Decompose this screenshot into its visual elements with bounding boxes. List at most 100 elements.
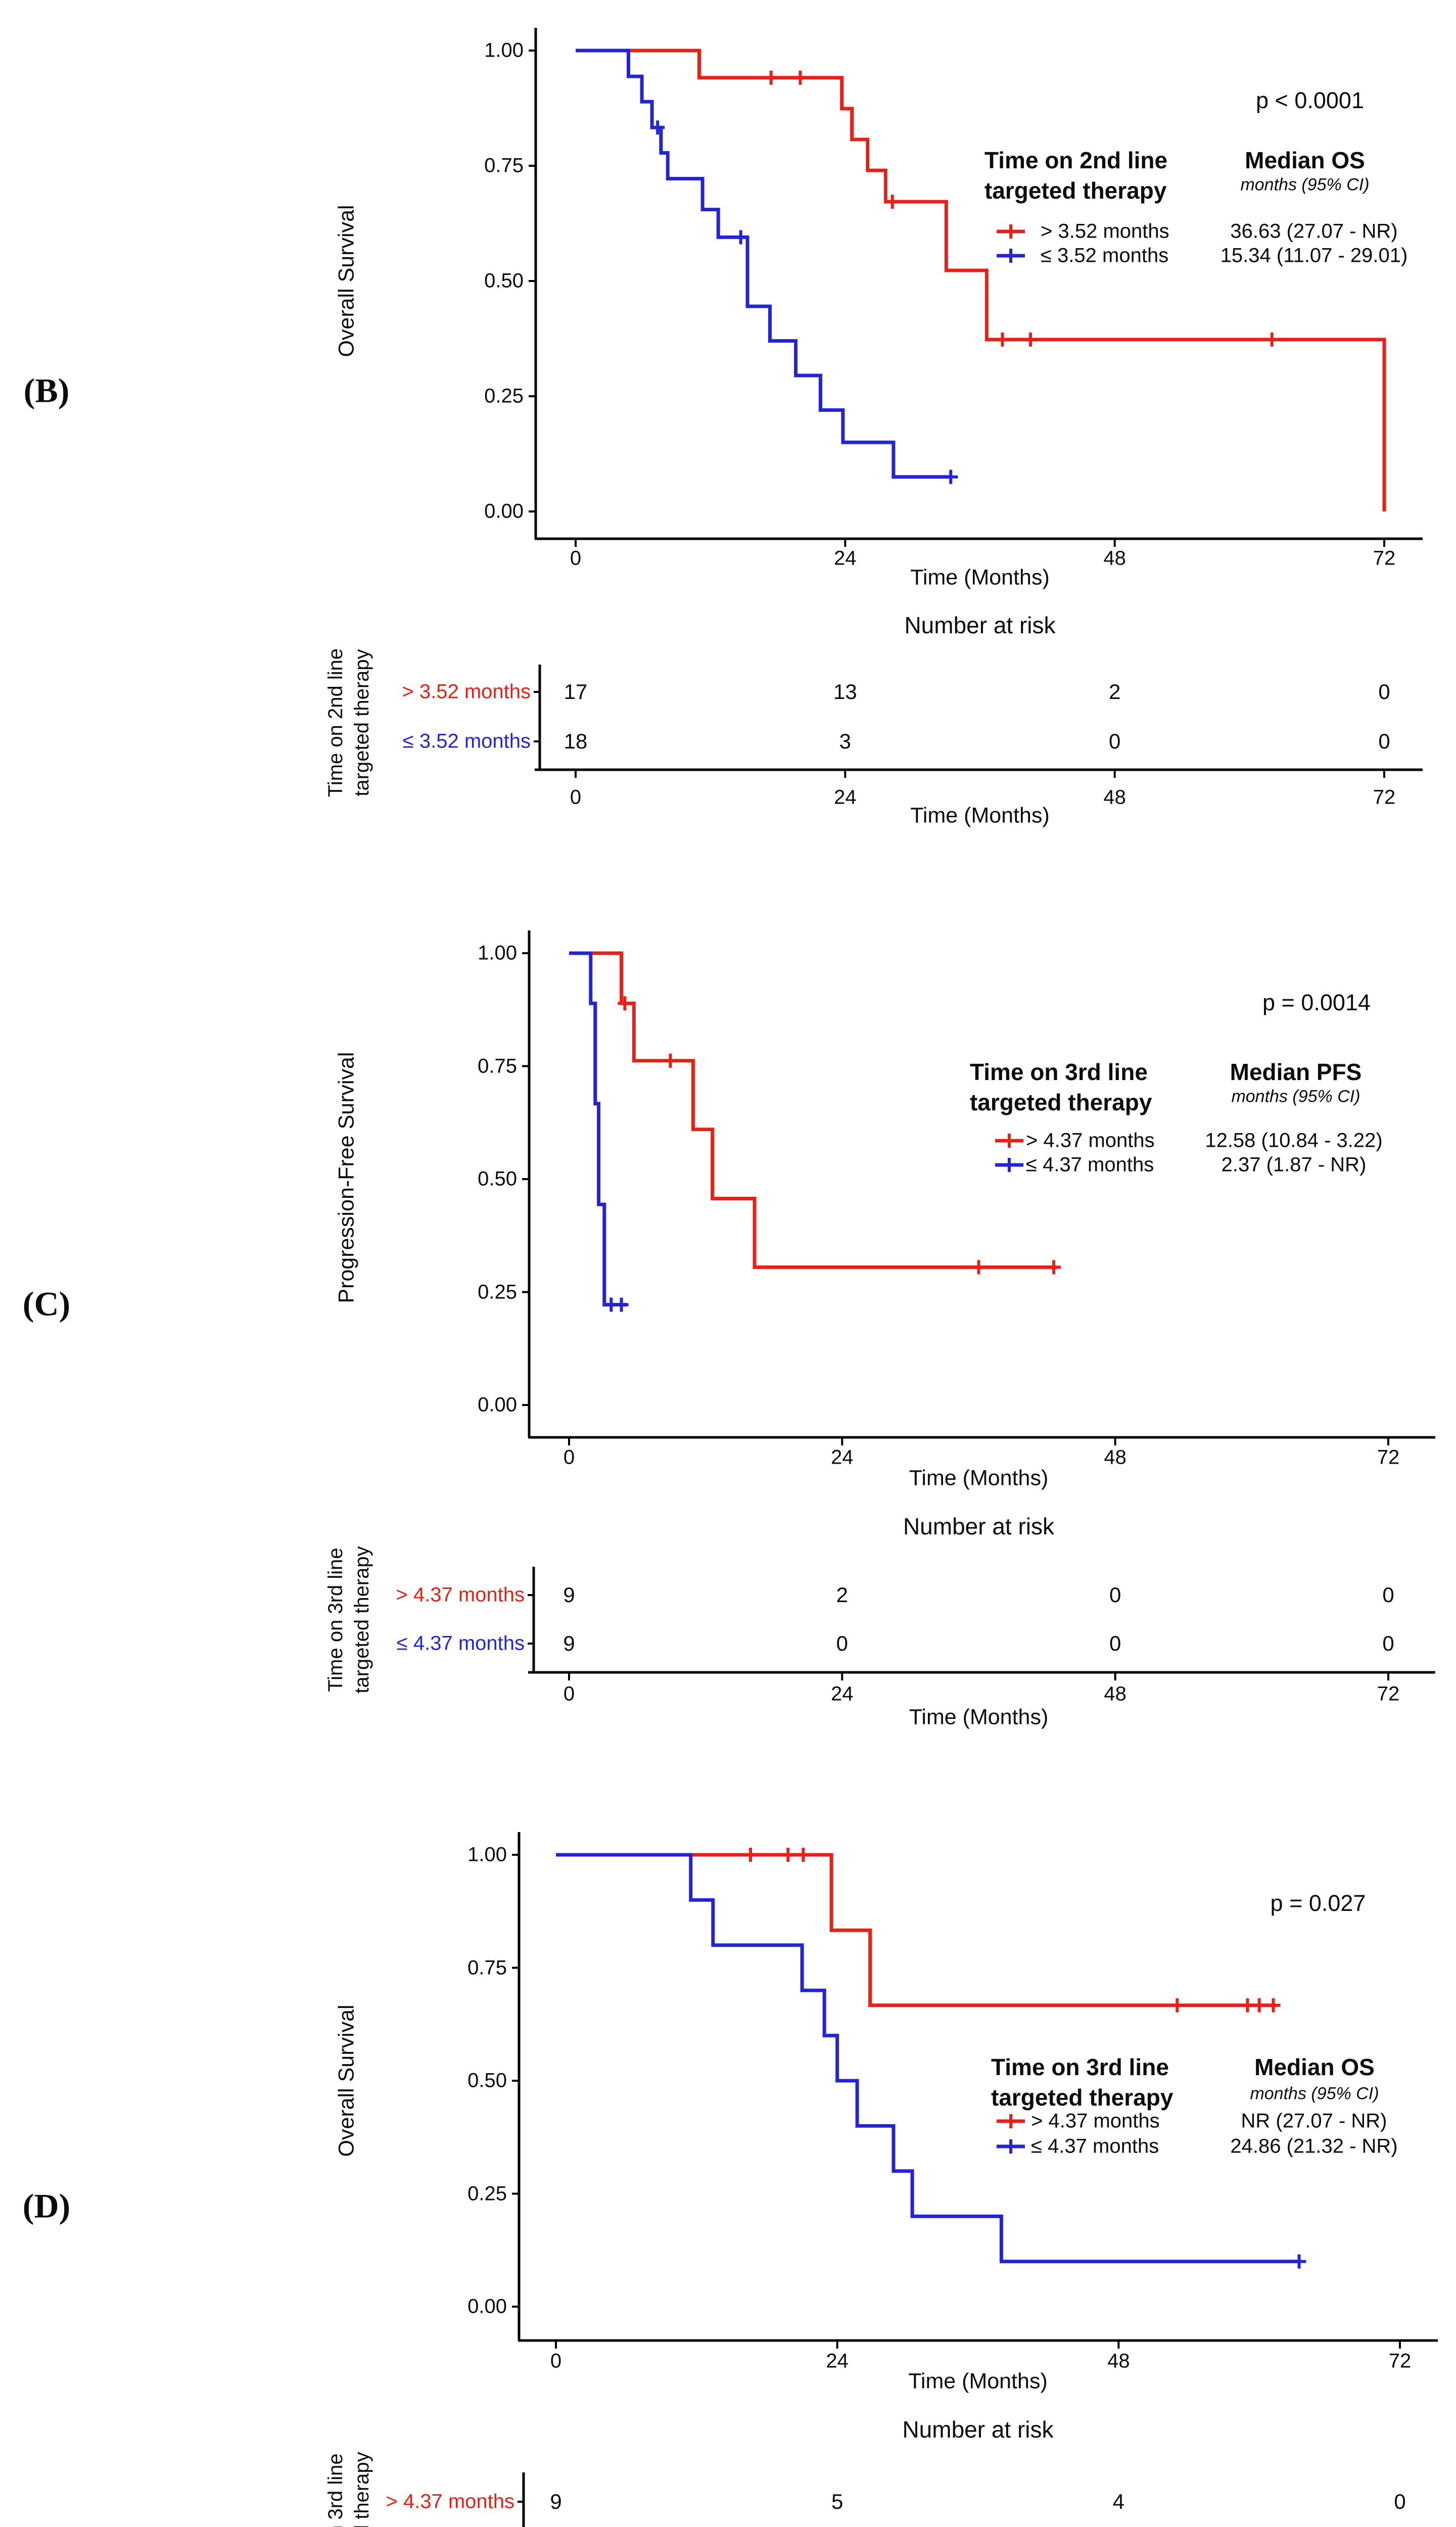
risk-count: 17: [563, 680, 588, 704]
risk-count: 0: [1382, 1583, 1394, 1607]
risk-count: 9: [563, 1631, 575, 1655]
x-tick-label: 48: [1103, 547, 1126, 570]
risk-x-axis-title: Time (Months): [909, 1705, 1049, 1729]
risk-x-tick-label: 0: [570, 786, 582, 809]
x-tick-label: 0: [570, 547, 582, 570]
legend-group-title: Time on 2nd line targeted therapy: [984, 145, 1167, 206]
p-value: p = 0.0014: [1262, 990, 1371, 1015]
risk-x-tick-label: 0: [563, 1682, 575, 1705]
legend-group-title-line1: Time on 2nd line: [984, 147, 1168, 173]
x-tick-label: 48: [1107, 2350, 1130, 2372]
y-tick-label: 0.00: [467, 2295, 507, 2318]
legend-item-label: > 4.37 months: [1026, 1129, 1155, 1152]
x-tick-label: 72: [1388, 2350, 1412, 2372]
km-curve-low-group: [556, 1853, 1299, 2264]
legend-value-subtitle: months (95% CI): [1231, 1087, 1360, 1106]
risk-row-label: > 4.37 months: [396, 1583, 525, 1606]
y-tick-label: 0.75: [484, 154, 524, 177]
km-curve-low-group: [569, 951, 627, 1307]
risk-count: 0: [836, 1631, 849, 1655]
y-tick-label: 0.50: [478, 1167, 517, 1190]
x-tick-label: 0: [563, 1446, 575, 1469]
legend-item-value: 2.37 (1.87 - NR): [1221, 1153, 1367, 1176]
legend-item-label: > 4.37 months: [1031, 2110, 1160, 2132]
x-tick-label: 48: [1104, 1446, 1126, 1469]
risk-x-tick-label: 72: [1373, 786, 1396, 809]
km-curve-low-group: [576, 49, 951, 479]
y-tick-label: 0.25: [478, 1281, 517, 1303]
x-axis-title: Time (Months): [908, 2369, 1048, 2394]
risk-x-tick-label: 72: [1377, 1682, 1400, 1705]
legend-group-title: Time on 3rd line targeted therapy: [970, 1057, 1152, 1117]
x-axis-title: Time (Months): [910, 565, 1050, 590]
legend-value-title: Median PFS: [1230, 1059, 1362, 1085]
risk-table-title: Number at risk: [904, 612, 1056, 638]
legend-item-label: > 3.52 months: [1041, 220, 1169, 243]
y-tick-label: 0.50: [467, 2069, 507, 2092]
legend-value-subtitle: months (95% CI): [1250, 2084, 1379, 2103]
legend-item-value: 12.58 (10.84 - 3.22): [1205, 1129, 1383, 1152]
y-tick-label: 0.00: [484, 500, 524, 523]
risk-count: 9: [550, 2490, 562, 2513]
p-value: p < 0.0001: [1256, 87, 1364, 113]
risk-row-label: ≤ 4.37 months: [396, 1632, 525, 1655]
legend-group-title-line2: targeted therapy: [970, 1089, 1152, 1115]
risk-count: 2: [836, 1583, 849, 1607]
y-axis-title: Overall Survival: [334, 2004, 359, 2157]
risk-group-label: Time on 3rd line targeted therapy: [322, 2452, 375, 2527]
x-tick-label: 24: [826, 2350, 849, 2372]
risk-count: 2: [1108, 680, 1121, 704]
legend-item-label: ≤ 4.37 months: [1026, 1153, 1154, 1176]
risk-x-tick-label: 24: [834, 786, 857, 809]
legend-item-value: NR (27.07 - NR): [1241, 2110, 1387, 2132]
risk-count: 0: [1109, 1631, 1121, 1655]
risk-count: 5: [831, 2490, 843, 2513]
legend-group-title-line1: Time on 3rd line: [970, 1059, 1148, 1085]
risk-count: 0: [1378, 729, 1390, 753]
legend-group-title: Time on 3rd line targeted therapy: [991, 2052, 1173, 2113]
risk-count: 3: [839, 729, 852, 753]
legend-value-title: Median OS: [1245, 147, 1365, 173]
legend-item-value: 36.63 (27.07 - NR): [1230, 220, 1398, 243]
risk-x-tick-label: 24: [831, 1682, 854, 1705]
km-curve-high-group: [569, 951, 1057, 1269]
risk-row-label: > 4.37 months: [386, 2490, 514, 2513]
y-tick-label: 0.25: [484, 385, 524, 407]
y-tick-label: 0.75: [467, 1956, 507, 1979]
x-tick-label: 72: [1377, 1446, 1400, 1469]
legend-item-value: 15.34 (11.07 - 29.01): [1220, 244, 1408, 267]
km-curve-high-group: [556, 1853, 1277, 2007]
risk-count: 18: [563, 729, 588, 753]
x-axis-title: Time (Months): [909, 1466, 1049, 1490]
x-tick-label: 24: [834, 547, 857, 570]
legend-value-title: Median OS: [1254, 2054, 1375, 2080]
risk-count: 0: [1382, 1631, 1394, 1655]
risk-count: 0: [1394, 2490, 1406, 2513]
x-tick-label: 72: [1373, 547, 1396, 570]
x-tick-label: 24: [831, 1446, 854, 1469]
legend-value-subtitle: months (95% CI): [1240, 175, 1370, 195]
legend-group-title-line2: targeted therapy: [991, 2084, 1173, 2111]
legend-item-label: ≤ 4.37 months: [1031, 2135, 1159, 2158]
risk-count: 0: [1109, 1583, 1121, 1607]
risk-row-label: ≤ 3.52 months: [402, 730, 531, 753]
y-tick-label: 0.00: [478, 1393, 517, 1416]
legend-group-title-line1: Time on 3rd line: [991, 2054, 1169, 2080]
risk-x-tick-label: 48: [1103, 786, 1126, 809]
risk-count: 0: [1378, 680, 1390, 704]
risk-row-label: > 3.52 months: [402, 680, 531, 703]
y-tick-label: 0.25: [467, 2182, 507, 2205]
risk-table-title: Number at risk: [903, 1513, 1055, 1539]
legend-group-title-line2: targeted therapy: [984, 177, 1167, 204]
y-tick-label: 0.50: [484, 269, 524, 292]
risk-count: 13: [833, 680, 857, 704]
y-tick-label: 1.00: [484, 39, 524, 62]
risk-table-title: Number at risk: [902, 2416, 1054, 2443]
legend-item-value: 24.86 (21.32 - NR): [1230, 2135, 1398, 2158]
risk-group-label-line2: targeted therapy: [351, 2452, 373, 2527]
